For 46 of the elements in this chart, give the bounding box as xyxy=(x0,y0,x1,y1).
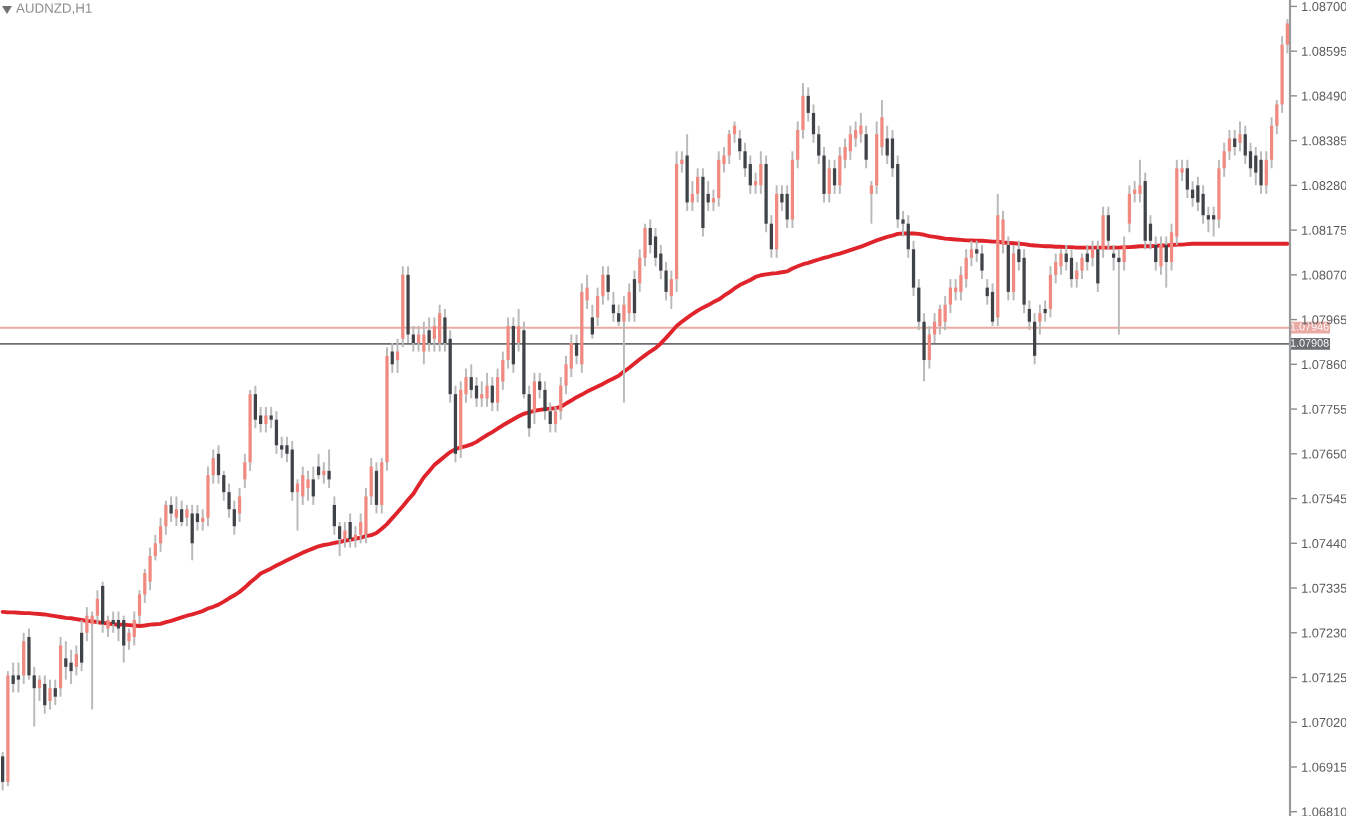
candlestick xyxy=(717,150,721,208)
candlestick xyxy=(48,678,52,711)
candlestick xyxy=(306,469,310,502)
candlestick xyxy=(469,363,473,400)
candlestick xyxy=(1106,205,1110,251)
candlestick xyxy=(685,133,689,212)
candlestick xyxy=(190,503,194,562)
candlestick xyxy=(432,316,437,353)
candlestick xyxy=(122,614,126,664)
candlestick xyxy=(438,303,442,353)
candlestick xyxy=(264,405,268,434)
candlestick xyxy=(1127,184,1132,234)
candlestick xyxy=(174,495,179,528)
candlestick xyxy=(22,631,26,685)
candlestick xyxy=(485,371,489,408)
candlestick xyxy=(1233,128,1237,157)
candlestick xyxy=(343,521,347,549)
candlestick xyxy=(1080,252,1084,281)
candlestick xyxy=(348,512,352,549)
candlestick xyxy=(69,648,73,685)
candlestick xyxy=(1259,150,1263,195)
candlestick xyxy=(274,410,279,455)
candlestick xyxy=(422,320,426,366)
candlestick xyxy=(116,610,121,643)
candlestick xyxy=(848,124,852,161)
candlestick xyxy=(490,376,494,413)
candlestick xyxy=(980,244,984,281)
candlestick xyxy=(58,636,63,698)
candlestick xyxy=(1185,158,1189,200)
candlestick xyxy=(838,146,842,195)
candlestick xyxy=(1011,244,1016,302)
candlestick xyxy=(1059,248,1063,276)
candlestick xyxy=(511,316,515,374)
candlestick xyxy=(374,461,379,515)
candlestick xyxy=(938,303,942,336)
candlestick xyxy=(180,499,184,528)
candlestick xyxy=(327,448,331,489)
candlestick xyxy=(43,674,47,715)
candlestick xyxy=(727,128,731,166)
candlestick xyxy=(1069,248,1074,289)
candlestick xyxy=(101,580,105,634)
candlestick xyxy=(311,465,315,506)
candlestick xyxy=(574,333,579,366)
candlestick xyxy=(1164,235,1168,289)
candlestick xyxy=(1201,184,1205,225)
candlestick xyxy=(1254,146,1258,187)
